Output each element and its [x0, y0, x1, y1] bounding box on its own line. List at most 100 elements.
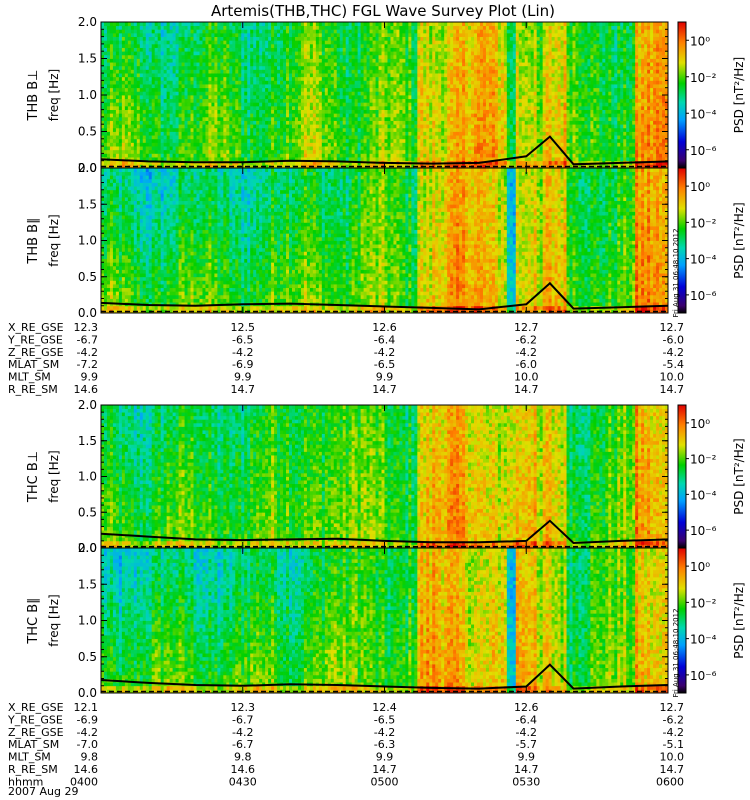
spectrogram-cell: [319, 124, 322, 128]
spectrogram-cell: [155, 146, 158, 150]
spectrogram-cell: [346, 29, 349, 33]
spectrogram-cell: [253, 135, 256, 139]
spectrogram-cell: [152, 22, 155, 26]
spectrogram-cell: [465, 48, 468, 52]
spectrogram-cell: [411, 88, 414, 92]
spectrogram-cell: [250, 44, 253, 48]
spectrogram-cell: [196, 33, 199, 37]
spectrogram-cell: [307, 128, 310, 132]
spectrogram-cell: [119, 77, 122, 81]
spectrogram-cell: [220, 66, 223, 70]
spectrogram-cell: [349, 55, 352, 59]
spectrogram-cell: [358, 124, 361, 128]
spectrogram-cell: [182, 102, 185, 106]
spectrogram-cell: [429, 40, 432, 44]
spectrogram-cell: [402, 77, 405, 81]
spectrogram-cell: [301, 128, 304, 132]
spectrogram-cell: [334, 113, 337, 117]
spectrogram-cell: [292, 66, 295, 70]
spectrogram-cell: [337, 33, 340, 37]
spectrogram-cell: [199, 117, 202, 121]
spectrogram-cell: [441, 59, 444, 63]
spectrogram-cell: [465, 146, 468, 150]
spectrogram-cell: [182, 26, 185, 30]
spectrogram-cell: [298, 51, 301, 55]
spectrogram-cell: [298, 113, 301, 117]
spectrogram-cell: [161, 135, 164, 139]
spectrogram-cell: [358, 84, 361, 88]
spectrogram-cell: [211, 22, 214, 26]
spectrogram-cell: [176, 69, 179, 73]
spectrogram-cell: [122, 128, 125, 132]
spectrogram-cell: [289, 55, 292, 59]
spectrogram-cell: [382, 80, 385, 84]
spectrogram-cell: [423, 150, 426, 154]
spectrogram-cell: [122, 135, 125, 139]
spectrogram-cell: [223, 37, 226, 41]
spectrogram-cell: [247, 40, 250, 44]
spectrogram-cell: [355, 88, 358, 92]
spectrogram-cell: [343, 84, 346, 88]
spectrogram-cell: [396, 91, 399, 95]
spectrogram-cell: [238, 121, 241, 125]
spectrogram-cell: [313, 77, 316, 81]
spectrogram-cell: [432, 40, 435, 44]
spectrogram-cell: [232, 102, 235, 106]
spectrogram-cell: [441, 48, 444, 52]
spectrogram-cell: [179, 26, 182, 30]
spectrogram-cell: [208, 132, 211, 136]
spectrogram-cell: [113, 29, 116, 33]
spectrogram-cell: [173, 99, 176, 103]
spectrogram-cell: [417, 29, 420, 33]
spectrogram-cell: [268, 37, 271, 41]
spectrogram-cell: [128, 135, 131, 139]
spectrogram-cell: [426, 22, 429, 26]
spectrogram-cell: [417, 139, 420, 143]
spectrogram-cell: [355, 37, 358, 41]
spectrogram-cell: [337, 55, 340, 59]
spectrogram-cell: [402, 99, 405, 103]
spectrogram-cell: [390, 29, 393, 33]
spectrogram-cell: [113, 139, 116, 143]
spectrogram-cell: [199, 29, 202, 33]
spectrogram-cell: [286, 132, 289, 136]
spectrogram-cell: [343, 59, 346, 63]
spectrogram-cell: [423, 132, 426, 136]
spectrogram-cell: [152, 150, 155, 154]
spectrogram-cell: [435, 128, 438, 132]
spectrogram-cell: [349, 62, 352, 66]
spectrogram-cell: [268, 139, 271, 143]
spectrogram-cell: [241, 44, 244, 48]
spectrogram-cell: [185, 139, 188, 143]
spectrogram-cell: [143, 29, 146, 33]
spectrogram-cell: [185, 77, 188, 81]
spectrogram-cell: [214, 51, 217, 55]
spectrogram-cell: [310, 22, 313, 26]
spectrogram-cell: [414, 135, 417, 139]
spectrogram-cell: [462, 95, 465, 99]
spectrogram-cell: [358, 95, 361, 99]
spectrogram-cell: [396, 73, 399, 77]
spectrogram-cell: [361, 62, 364, 66]
spectrogram-cell: [244, 59, 247, 63]
spectrogram-cell: [229, 77, 232, 81]
spectrogram-cell: [158, 95, 161, 99]
spectrogram-cell: [465, 106, 468, 110]
spectrogram-cell: [253, 40, 256, 44]
spectrogram-cell: [182, 48, 185, 52]
spectrogram-cell: [358, 80, 361, 84]
spectrogram-cell: [379, 55, 382, 59]
spectrogram-cell: [155, 91, 158, 95]
spectrogram-cell: [432, 29, 435, 33]
spectrogram-cell: [367, 110, 370, 114]
spectrogram-cell: [220, 110, 223, 114]
spectrogram-cell: [134, 55, 137, 59]
spectrogram-cell: [396, 150, 399, 154]
spectrogram-cell: [235, 102, 238, 106]
spectrogram-cell: [444, 26, 447, 30]
spectrogram-cell: [328, 150, 331, 154]
spectrogram-cell: [167, 113, 170, 117]
spectrogram-cell: [456, 40, 459, 44]
spectrogram-cell: [367, 146, 370, 150]
spectrogram-cell: [304, 99, 307, 103]
